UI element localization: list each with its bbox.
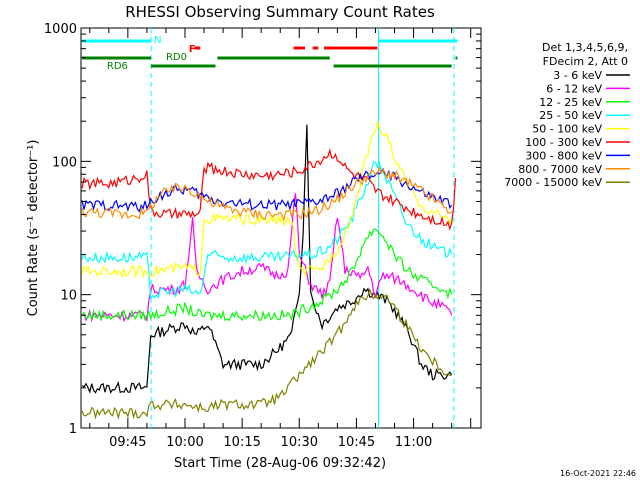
legend-label: 50 - 100 keV [532, 123, 602, 136]
series-line-6 [81, 148, 457, 231]
series-line-3 [81, 228, 453, 322]
x-axis-label: Start Time (28-Aug-06 09:32:42) [174, 456, 386, 471]
x-tick-label: 10:45 [338, 435, 375, 450]
x-tick-label: 10:30 [281, 435, 318, 450]
x-tick-label: 09:45 [109, 435, 146, 450]
series-lines [81, 120, 457, 420]
series-line-5 [81, 120, 453, 279]
x-tick-label: 11:00 [395, 435, 432, 450]
legend-label: 300 - 800 keV [525, 149, 602, 162]
y-tick-label: 100 [52, 155, 77, 170]
series-line-8 [81, 165, 453, 222]
x-tick-label: 10:15 [223, 435, 260, 450]
timestamp: 16-Oct-2021 22:46 [560, 469, 636, 478]
legend-label: 25 - 50 keV [539, 109, 602, 122]
y-tick-label: 1 [69, 422, 77, 437]
night-label: N [154, 35, 161, 46]
legend-header-line-1: Det 1,3,4,5,6,9, [542, 41, 628, 54]
plot-frame [80, 27, 482, 429]
series-line-7 [81, 167, 453, 213]
legend-label: 7000 - 15000 keV [504, 176, 602, 189]
series-line-4 [81, 160, 453, 301]
rd6-label: RD6 [107, 61, 128, 72]
y-tick-label: 1000 [44, 22, 77, 37]
x-axis-ticks: 09:45 10:00 10:15 10:30 10:45 11:00 [89, 28, 472, 450]
vertical-marker-lines [150, 28, 455, 428]
legend-header-line-2: FDecim 2, Att 0 [543, 55, 628, 68]
legend-label: 12 - 25 keV [539, 96, 602, 109]
series-line-9 [81, 287, 452, 420]
legend-label: 6 - 12 keV [546, 82, 602, 95]
legend-label: 100 - 300 keV [525, 136, 602, 149]
x-tick-label: 10:00 [166, 435, 203, 450]
y-tick-label: 10 [60, 289, 77, 304]
y-axis-label: Count Rate (s⁻¹ detector⁻¹) [26, 140, 41, 317]
flare-label: F [189, 44, 196, 55]
chart-title: RHESSI Observing Summary Count Rates [125, 3, 435, 21]
legend-label: 3 - 6 keV [553, 69, 602, 82]
legend-label: 800 - 7000 keV [518, 163, 602, 176]
legend: Det 1,3,4,5,6,9, FDecim 2, Att 0 3 - 6 k… [504, 41, 630, 189]
rd0-label: RD0 [166, 52, 187, 63]
y-axis-ticks: 1 10 100 1000 [44, 22, 481, 437]
